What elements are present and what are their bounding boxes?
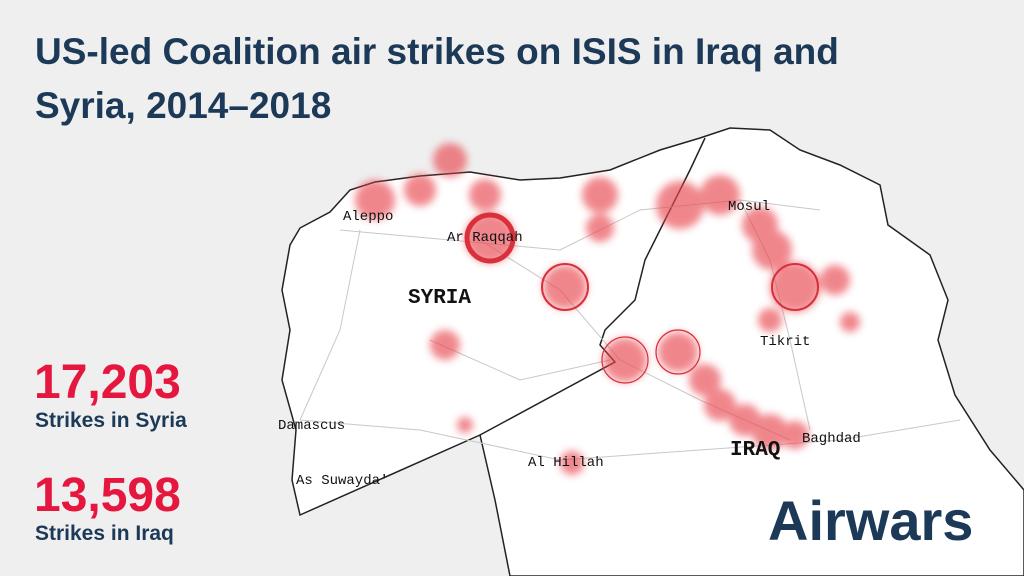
country-label: SYRIA <box>408 287 471 310</box>
place-label: As Suwayda' <box>296 473 388 489</box>
place-label: Aleppo <box>343 209 393 225</box>
map: Aleppo Ar Raqqah Mosul Tikrit Damascus A… <box>278 127 1024 576</box>
stat-label: Strikes in Syria <box>35 409 187 432</box>
title: Syria, 2014–2018 <box>35 85 331 126</box>
place-label: Al Hillah <box>528 455 604 471</box>
stat-number: 17,203 <box>34 356 181 409</box>
title: US-led Coalition air strikes on ISIS in … <box>35 31 839 72</box>
brand-logo: Airwars <box>768 489 973 552</box>
strike-heat <box>355 143 860 475</box>
strike-rings <box>464 212 819 384</box>
place-label: Damascus <box>278 418 345 434</box>
place-label: Mosul <box>728 199 770 215</box>
place-label: Ar Raqqah <box>447 230 523 246</box>
place-label: Baghdad <box>802 431 861 447</box>
country-label: IRAQ <box>730 439 780 462</box>
place-label: Tikrit <box>760 334 810 350</box>
stat-label: Strikes in Iraq <box>35 522 174 545</box>
stat-number: 13,598 <box>34 469 181 522</box>
